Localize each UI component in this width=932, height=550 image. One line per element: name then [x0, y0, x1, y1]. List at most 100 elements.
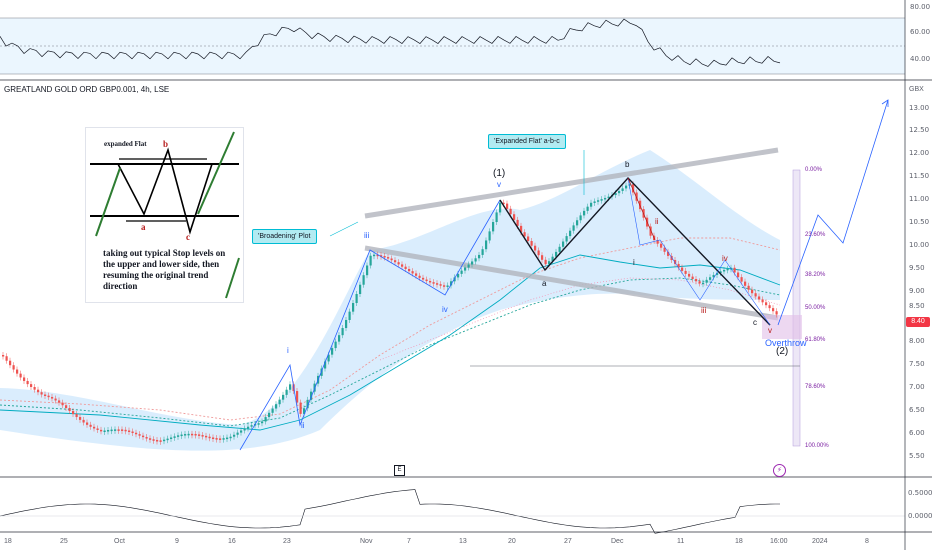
candle: [614, 193, 617, 196]
candle: [131, 431, 134, 434]
time-axis-label: 16: [228, 538, 236, 545]
expanded-flat-inset[interactable]: expanded Flat b a c taking out typical S…: [85, 127, 244, 303]
inset-label-c: c: [186, 232, 190, 242]
candle: [499, 202, 502, 213]
candle: [460, 270, 463, 274]
price-axis-label: 7.00: [909, 383, 925, 391]
candle: [110, 429, 113, 432]
candle: [628, 184, 631, 186]
candle: [366, 265, 369, 276]
candle: [362, 275, 365, 285]
candle: [674, 260, 677, 264]
candle: [495, 212, 498, 223]
candle: [327, 354, 330, 362]
price-axis-label: 11.00: [909, 195, 930, 203]
candle: [625, 185, 628, 189]
fib-level-label: 61.80%: [805, 337, 826, 343]
candle: [208, 436, 211, 439]
candle: [593, 201, 596, 203]
candle: [26, 380, 29, 385]
candle: [453, 277, 456, 282]
abc-wave-line: [499, 176, 771, 326]
candle: [688, 273, 691, 277]
candle: [555, 251, 558, 257]
impulse-wave-line: [239, 199, 501, 451]
rsi-axis-label: 60.00: [910, 28, 931, 36]
candle: [509, 208, 512, 215]
candle: [16, 369, 19, 374]
candle: [429, 280, 432, 283]
inset-title: expanded Flat: [104, 140, 147, 148]
candle: [159, 440, 162, 442]
candle: [33, 387, 36, 390]
symbol-title[interactable]: GREATLAND GOLD ORD GBP0.001, 4h, LSE: [4, 85, 170, 94]
candle: [467, 264, 470, 268]
candle: [236, 432, 239, 435]
candle: [457, 273, 460, 278]
time-axis-label: 9: [175, 538, 179, 545]
candle: [275, 404, 278, 409]
candle: [740, 277, 743, 282]
candle: [530, 241, 533, 246]
bolt-icon[interactable]: ⚡: [773, 464, 786, 477]
candle: [443, 285, 446, 287]
candle: [667, 251, 670, 256]
price-axis-label: 5.50: [909, 452, 925, 460]
candle: [135, 432, 138, 435]
candle: [89, 424, 92, 427]
candle: [390, 258, 393, 261]
last-price-tag: 8.40: [906, 317, 930, 327]
candle: [51, 396, 54, 399]
candle: [142, 435, 145, 438]
expanded-flat-callout[interactable]: 'Expanded Flat' a-b-c: [488, 134, 566, 149]
inset-green-up-right: [197, 131, 235, 215]
candle: [716, 272, 719, 275]
candle: [205, 435, 208, 438]
candle: [590, 202, 593, 207]
candle: [177, 435, 180, 437]
candle: [660, 243, 663, 248]
ma-green-dotted: [0, 277, 781, 427]
time-axis-label: 27: [564, 538, 572, 545]
subwave-label-ii: ii: [655, 217, 659, 226]
candle: [191, 433, 194, 436]
candle: [264, 417, 267, 422]
candle: [58, 400, 61, 403]
broadening-callout[interactable]: 'Broadening' Plot: [252, 229, 317, 244]
candle: [418, 275, 421, 278]
fib-level-label: 38.20%: [805, 272, 826, 278]
subwave-label-iv: iv: [722, 254, 728, 263]
candle: [257, 423, 260, 425]
candle: [341, 328, 344, 336]
candle: [79, 417, 82, 420]
candle: [170, 437, 173, 439]
price-axis-label: 8.00: [909, 337, 925, 345]
inset-green-up-bottom: [225, 257, 240, 299]
candle: [44, 394, 47, 397]
time-axis-label: 18: [735, 538, 743, 545]
candle: [271, 408, 274, 413]
candle: [474, 258, 477, 262]
candle: [331, 348, 334, 355]
candle: [194, 433, 197, 436]
candle: [450, 281, 453, 286]
candle: [86, 422, 89, 425]
candle: [338, 335, 341, 342]
candle: [523, 232, 526, 237]
candle: [541, 255, 544, 260]
candle: [376, 254, 379, 257]
time-axis-label: 20: [508, 538, 516, 545]
candle: [492, 222, 495, 232]
wave-label-1: (1): [493, 168, 506, 179]
inset-drawing: [90, 131, 240, 299]
candle: [576, 220, 579, 226]
candle: [383, 255, 386, 258]
ma-red-dotted: [0, 237, 781, 421]
candle: [656, 240, 659, 244]
candle: [61, 402, 64, 406]
candle: [726, 268, 729, 271]
candle: [303, 408, 306, 414]
earnings-marker[interactable]: E: [394, 465, 405, 476]
candle: [544, 259, 547, 265]
